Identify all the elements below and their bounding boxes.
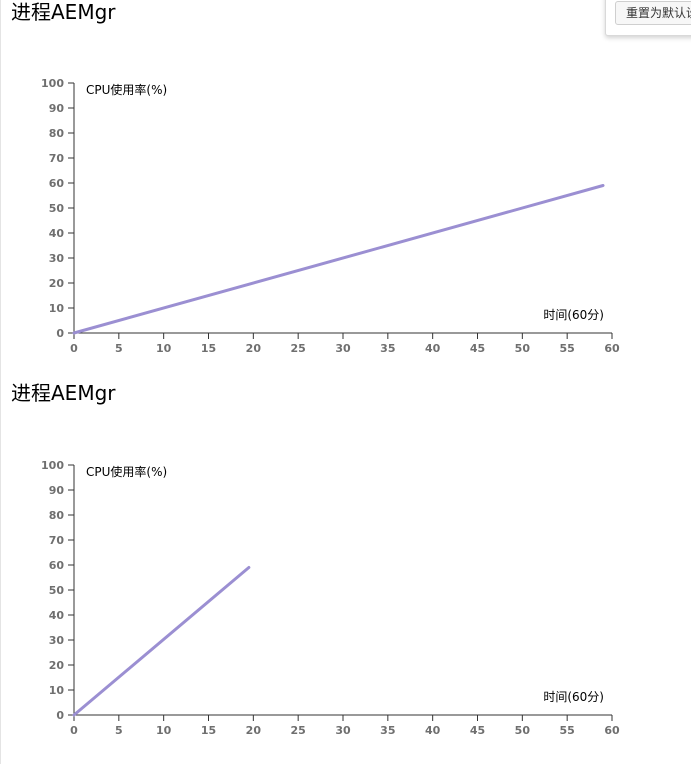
y-tick-label: 90 [49, 484, 65, 497]
x-tick-label: 35 [380, 342, 395, 355]
y-tick-label: 80 [49, 127, 65, 140]
y-tick-label: 0 [56, 327, 64, 340]
x-tick-label: 20 [246, 724, 262, 737]
y-tick-label: 30 [49, 252, 65, 265]
y-tick-label: 100 [41, 77, 64, 90]
y-tick-label: 10 [49, 684, 65, 697]
x-tick-label: 0 [70, 342, 78, 355]
y-axis-title: CPU使用率(%) [86, 464, 167, 479]
y-tick-label: 90 [49, 102, 65, 115]
x-tick-label: 15 [201, 342, 216, 355]
y-tick-label: 30 [49, 634, 65, 647]
x-tick-label: 10 [156, 342, 172, 355]
x-tick-label: 45 [470, 342, 485, 355]
y-tick-label: 70 [49, 152, 65, 165]
y-tick-label: 40 [49, 227, 65, 240]
x-tick-label: 0 [70, 724, 78, 737]
x-tick-label: 50 [515, 342, 531, 355]
x-tick-label: 5 [115, 724, 123, 737]
x-tick-label: 50 [515, 724, 531, 737]
x-tick-label: 20 [246, 342, 262, 355]
y-tick-label: 20 [49, 277, 65, 290]
cpu-usage-chart-2: 0 10 20 30 40 50 60 70 80 90 100 0 5 10 15 20 25 30 35 40 45… [41, 459, 620, 737]
x-tick-label: 30 [335, 724, 351, 737]
y-axis-title: CPU使用率(%) [86, 82, 167, 97]
x-axis-title: 时间(60分) [543, 308, 604, 322]
x-tick-label: 5 [115, 342, 123, 355]
chart-title-1: 进程AEMgr [11, 0, 116, 24]
x-tick-label: 25 [291, 724, 306, 737]
x-tick-label: 40 [425, 342, 441, 355]
y-tick-label: 80 [49, 509, 65, 522]
y-tick-label: 40 [49, 609, 65, 622]
y-tick-label: 100 [41, 459, 64, 472]
reset-popup: 重置为默认设置 [605, 0, 691, 36]
y-tick-label: 0 [56, 709, 64, 722]
y-tick-label: 50 [49, 584, 65, 597]
reset-defaults-button[interactable]: 重置为默认设置 [615, 1, 691, 25]
y-tick-label: 50 [49, 202, 65, 215]
series-line [72, 566, 251, 717]
x-tick-label: 45 [470, 724, 485, 737]
y-tick-label: 10 [49, 302, 65, 315]
x-tick-label: 25 [291, 342, 306, 355]
x-tick-label: 60 [604, 342, 620, 355]
x-tick-label: 35 [380, 724, 395, 737]
x-tick-label: 55 [560, 724, 575, 737]
chart-title-2: 进程AEMgr [11, 381, 116, 405]
y-tick-label: 20 [49, 659, 65, 672]
x-tick-label: 40 [425, 724, 441, 737]
x-tick-label: 10 [156, 724, 172, 737]
series-line [72, 184, 605, 335]
y-tick-label: 60 [49, 177, 65, 190]
x-tick-label: 15 [201, 724, 216, 737]
cpu-usage-chart-1: 0 10 20 30 40 50 60 70 80 90 100 0 5 10 15 20 25 30 35 40 45… [41, 77, 620, 355]
x-axis-title: 时间(60分) [543, 690, 604, 704]
y-tick-label: 60 [49, 559, 65, 572]
x-tick-label: 30 [335, 342, 351, 355]
x-tick-label: 55 [560, 342, 575, 355]
x-tick-label: 60 [604, 724, 620, 737]
y-tick-label: 70 [49, 534, 65, 547]
left-border [0, 0, 1, 764]
